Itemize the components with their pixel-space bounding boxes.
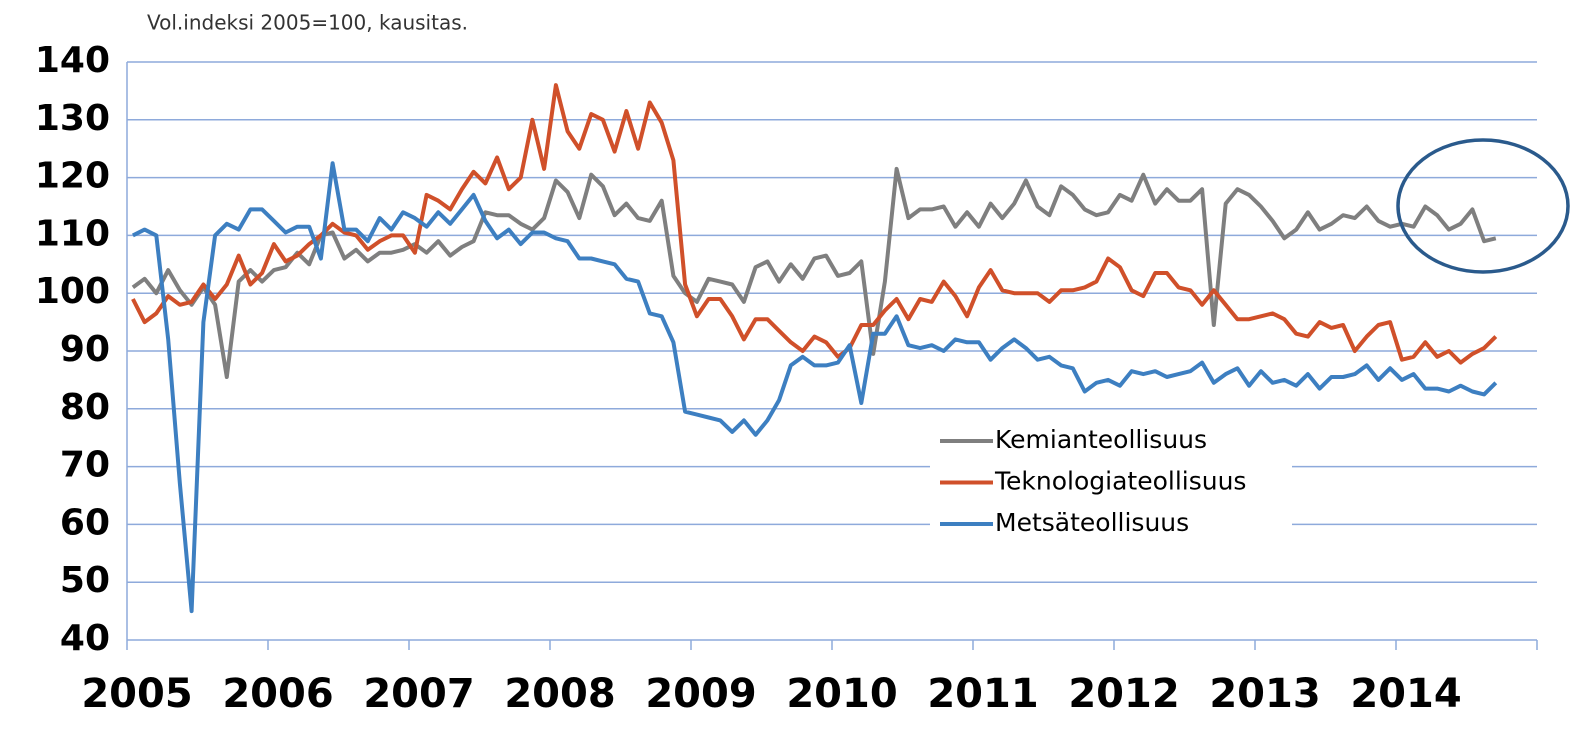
x-tick-label: 2009 [645,671,756,717]
series-line [132,161,1498,614]
lines [131,83,1498,614]
legend-label: Metsäteollisuus [995,508,1189,537]
highlight-ellipse [1396,138,1570,274]
y-tick-label: 140 [35,40,110,81]
chart-subtitle: Vol.indeksi 2005=100, kausitas. [147,11,468,35]
series-line [131,166,1497,379]
legend-label: Teknologiateollisuus [994,467,1246,496]
y-tick-label: 60 [60,502,110,543]
y-tick-label: 100 [35,271,110,312]
x-tick-label: 2007 [363,671,474,717]
grid: 40 50 60 70 80 90 100 110 120 130 140 2005 2006 2007 2… [35,40,1538,717]
y-tick-label: 130 [35,98,110,139]
series-line [131,83,1498,365]
y-tick-label: 70 [60,445,110,486]
legend: Kemianteollisuus Teknologiateollisuus Mets… [930,422,1292,544]
x-tick-label: 2005 [81,671,192,717]
y-tick-label: 40 [60,618,110,659]
x-tick-label: 2006 [222,671,333,717]
x-tick-label: 2013 [1209,671,1320,717]
x-tick-label: 2011 [927,671,1038,717]
x-tick-label: 2012 [1068,671,1179,717]
x-tick-label: 2008 [504,671,615,717]
y-tick-label: 50 [60,560,110,601]
y-tick-label: 120 [35,156,110,197]
y-tick-label: 90 [60,329,110,370]
x-tick-label: 2010 [786,671,897,717]
y-tick-label: 110 [35,213,110,254]
legend-label: Kemianteollisuus [995,425,1207,454]
x-tick-label: 2014 [1350,671,1461,717]
y-tick-label: 80 [60,387,110,428]
